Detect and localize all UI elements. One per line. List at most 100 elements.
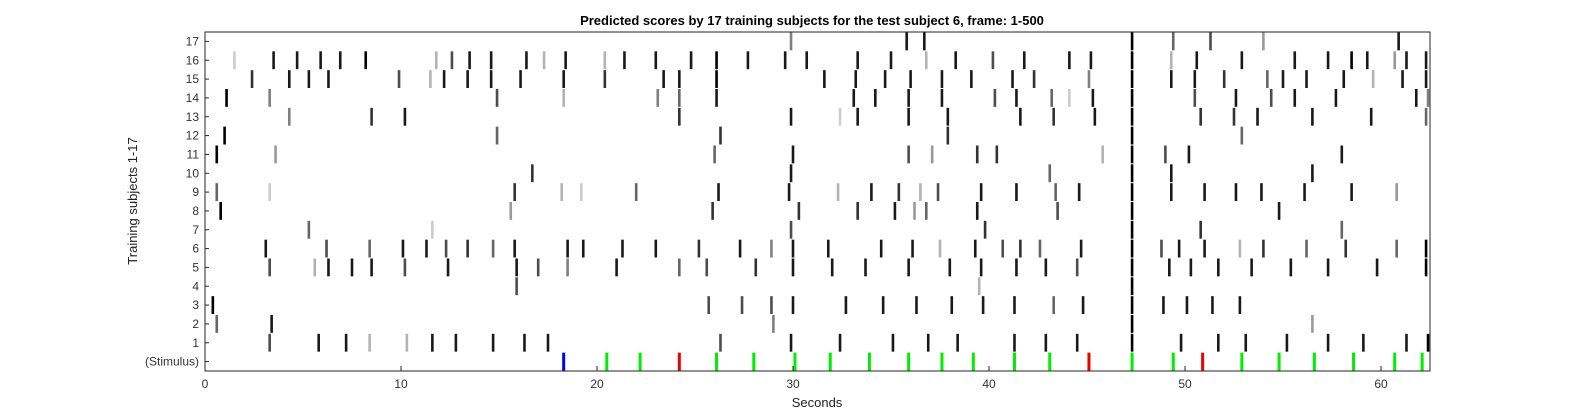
- subject-mark: [446, 258, 450, 277]
- subject-mark: [1256, 107, 1259, 126]
- subject-mark: [1169, 183, 1173, 201]
- subject-mark: [913, 202, 916, 220]
- subject-mark: [907, 107, 910, 126]
- subject-mark: [719, 126, 722, 145]
- subject-mark: [1038, 239, 1042, 258]
- subject-mark: [268, 89, 271, 107]
- subject-mark: [907, 258, 910, 277]
- subject-mark: [495, 89, 499, 107]
- subject-mark: [1048, 164, 1052, 183]
- subject-mark: [1087, 70, 1091, 88]
- subject-mark: [215, 145, 219, 164]
- subject-mark: [1362, 333, 1365, 352]
- subject-mark: [1022, 51, 1026, 70]
- subject-mark: [603, 51, 607, 70]
- subject-mark: [580, 183, 583, 201]
- subject-mark: [1405, 51, 1408, 70]
- subject-mark: [791, 145, 795, 164]
- subject-mark: [1168, 258, 1171, 277]
- subject-mark: [1001, 239, 1005, 258]
- y-tick-label: (Stimulus): [145, 355, 199, 369]
- stimulus-mark: [605, 352, 609, 371]
- subject-mark: [562, 89, 565, 107]
- subject-mark: [1305, 239, 1308, 258]
- x-tick-label: 60: [1374, 377, 1388, 391]
- subject-mark: [634, 183, 638, 201]
- subject-mark: [954, 51, 957, 70]
- stimulus-mark: [1048, 352, 1052, 371]
- subject-mark: [1185, 296, 1189, 314]
- stimulus-mark: [1087, 352, 1091, 371]
- y-tick-label: 17: [186, 34, 200, 48]
- subject-mark: [1044, 258, 1048, 277]
- subject-mark: [1193, 70, 1197, 88]
- subject-mark: [909, 70, 912, 88]
- subject-mark: [1395, 239, 1398, 258]
- subject-mark: [564, 51, 567, 70]
- subject-mark: [350, 258, 354, 277]
- subject-mark: [1052, 107, 1055, 126]
- subject-mark: [264, 239, 268, 258]
- subject-mark: [715, 51, 718, 70]
- subject-mark: [1326, 333, 1330, 352]
- subject-mark: [1068, 89, 1071, 107]
- x-tick-label: 50: [1178, 377, 1192, 391]
- subject-mark: [791, 239, 795, 258]
- stimulus-mark: [1312, 352, 1316, 371]
- subject-mark: [1013, 296, 1016, 314]
- subject-mark: [466, 239, 469, 258]
- subject-mark: [1397, 32, 1400, 51]
- subject-mark: [870, 183, 873, 201]
- subject-mark: [1426, 333, 1430, 352]
- subject-mark: [1081, 296, 1085, 314]
- subject-mark: [525, 51, 528, 70]
- subject-mark: [936, 183, 940, 201]
- subject-mark: [713, 145, 716, 164]
- subject-mark: [946, 107, 950, 126]
- subject-mark: [911, 239, 914, 258]
- subject-mark: [562, 70, 565, 88]
- subject-mark: [1266, 70, 1269, 88]
- stimulus-mark: [1012, 352, 1016, 371]
- subject-mark: [1269, 89, 1273, 107]
- subject-mark: [1130, 220, 1134, 239]
- subject-mark: [1130, 277, 1134, 296]
- subject-mark: [1326, 51, 1330, 70]
- subject-mark: [1079, 239, 1083, 258]
- subject-mark: [1303, 183, 1306, 201]
- subject-mark: [797, 202, 801, 220]
- subject-mark: [907, 89, 910, 107]
- subject-mark: [1169, 51, 1173, 70]
- subject-mark: [697, 239, 701, 258]
- subject-mark: [919, 183, 922, 201]
- subject-mark: [973, 239, 977, 258]
- subject-mark: [678, 258, 681, 277]
- subject-mark: [1232, 107, 1236, 126]
- x-axis-label: Seconds: [792, 395, 843, 410]
- subject-mark: [1342, 70, 1346, 88]
- subject-mark: [1209, 32, 1212, 51]
- subject-mark: [740, 296, 744, 314]
- y-tick-label: 13: [186, 110, 200, 124]
- stimulus-mark: [752, 352, 756, 371]
- subject-mark: [1244, 333, 1248, 352]
- y-tick-label: 10: [186, 166, 200, 180]
- stimulus-mark: [638, 352, 642, 371]
- subject-mark: [946, 126, 950, 145]
- subject-mark: [566, 239, 569, 258]
- subject-mark: [1177, 239, 1181, 258]
- y-tick-label: 4: [192, 279, 199, 293]
- subject-mark: [1130, 183, 1134, 201]
- subject-mark: [1130, 333, 1134, 352]
- subject-mark: [654, 51, 658, 70]
- subject-mark: [542, 51, 546, 70]
- subject-mark: [495, 126, 499, 145]
- subject-mark: [1238, 296, 1242, 314]
- subject-mark: [770, 239, 773, 258]
- plot-area: [205, 32, 1430, 371]
- subject-mark: [1405, 333, 1408, 352]
- subject-mark: [1414, 89, 1418, 107]
- subject-mark: [881, 296, 885, 314]
- subject-mark: [431, 220, 434, 239]
- subject-mark: [1260, 183, 1263, 201]
